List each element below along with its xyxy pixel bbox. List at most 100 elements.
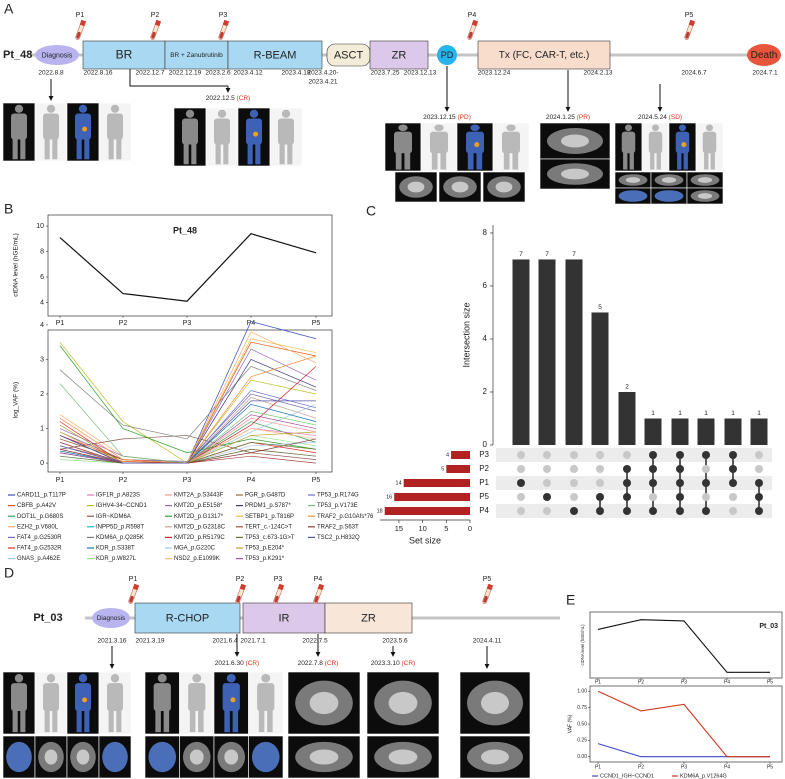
event-shape: [92, 608, 130, 628]
scan-leg: [44, 710, 50, 733]
y-tick-label: 1: [40, 425, 44, 432]
scan-leg: [198, 710, 204, 733]
scan-body: [153, 683, 171, 712]
chart-title: Pt_03: [759, 623, 778, 630]
scan-leg: [183, 143, 189, 165]
bar-value-label: 7: [545, 251, 549, 258]
y-tick-label: 6: [483, 281, 488, 290]
scan-body: [43, 113, 59, 140]
legend-label: EZH2_p.V680L: [17, 524, 59, 530]
event-shape: [227, 40, 323, 70]
matrix-dot: [649, 465, 657, 473]
bar: [671, 418, 689, 445]
scan-body: [648, 131, 663, 154]
matrix-dot: [517, 507, 525, 515]
legend-label: KMT2A_p.S3443F: [174, 493, 224, 499]
tube-cap: [486, 583, 494, 591]
legend-label: TSC2_p.H832Q: [317, 535, 360, 541]
scan-leg: [404, 152, 411, 170]
scan-head: [46, 673, 56, 683]
scan-body: [148, 741, 177, 773]
patient-label: Pt_48: [3, 49, 32, 61]
sample-label: P1: [129, 576, 138, 583]
data-line: [597, 743, 770, 758]
sample-tube: [150, 19, 162, 40]
sample-tube: [218, 19, 230, 40]
scan-organ: [697, 177, 713, 183]
tube-cap: [222, 19, 230, 27]
matrix-dot: [649, 507, 657, 515]
matrix-dot: [702, 479, 710, 487]
event-label: ZR: [392, 49, 407, 61]
matrix-dot: [517, 479, 525, 487]
scan-organ: [189, 749, 204, 765]
scan-organ: [309, 691, 339, 715]
sample-label: P2: [151, 12, 160, 19]
scan-leg: [395, 152, 402, 170]
scan-body: [222, 683, 240, 712]
scan-head: [192, 673, 202, 683]
scan-body: [394, 131, 412, 154]
legend-label: KMT2D_p.G2318C: [174, 524, 226, 530]
legend-label: PGR_p.G487D: [245, 493, 286, 499]
event-shape: [477, 40, 611, 70]
x-tick-label: 5: [444, 524, 448, 533]
matrix-dot: [596, 479, 604, 487]
response-date: 2022.7.8: [298, 660, 324, 667]
date-label: 2022.7.5: [302, 638, 328, 645]
scan-body: [430, 131, 448, 154]
bar: [618, 391, 636, 445]
bar: [538, 259, 556, 445]
scan-head: [624, 124, 633, 132]
date-label: 2021.3.16: [98, 638, 127, 645]
scan-organ: [44, 749, 58, 765]
sample-tube: [684, 19, 696, 40]
scan-leg: [476, 152, 483, 170]
event-shape: [369, 40, 429, 70]
scan-head: [249, 109, 259, 118]
scan-leg: [76, 138, 82, 160]
scan-leg: [12, 138, 18, 160]
legend-label: CCND1_IGH~CCND1: [600, 773, 654, 779]
y-tick-label: 0.50: [577, 721, 587, 727]
plot-frame: [589, 611, 783, 679]
scan-leg: [84, 138, 90, 160]
x-tick-label: P4: [724, 679, 730, 685]
x-tick-label: P1: [56, 320, 65, 327]
response-date: 2023.12.15: [423, 114, 456, 121]
scan-leg: [84, 710, 90, 733]
set-bar: [403, 479, 470, 487]
x-tick-label: P1: [56, 477, 65, 484]
x-tick-label: 10: [418, 524, 426, 533]
tube-blood: [219, 31, 224, 39]
y-axis-title: ctDNA level (hGE/mL): [580, 624, 585, 666]
y-tick-label: 10: [36, 223, 44, 230]
sample-label: P5: [685, 12, 694, 19]
scan-head: [651, 124, 660, 132]
scan-body: [618, 190, 648, 202]
set-size-label: 16: [386, 494, 392, 500]
sample-label: P3: [274, 576, 283, 583]
scan-leg: [255, 143, 261, 165]
matrix-dot: [543, 465, 551, 473]
legend-label: TP53_p.E204*: [245, 546, 285, 552]
scan-uptake: [253, 131, 259, 137]
response-label: 2022.7.8 (CR): [298, 660, 339, 667]
scan-leg: [20, 710, 26, 733]
matrix-dot: [543, 493, 551, 501]
event-label: IR: [279, 612, 290, 624]
date-label: 2023.2.6: [205, 70, 231, 77]
legend-label: SETBP1_p.T816P: [245, 514, 294, 520]
y-tick-label: 2: [40, 391, 44, 398]
date-label: 2023.4.20-: [307, 70, 338, 77]
scan-organ: [388, 691, 418, 715]
bar-value-label: 7: [572, 251, 576, 258]
scan-body: [107, 113, 123, 140]
matrix-dot: [755, 465, 763, 473]
legend-label: TRAF2_p.S63T: [317, 524, 359, 530]
x-tick-label: P3: [681, 679, 687, 685]
tube-cap: [688, 19, 696, 27]
sample-tube: [467, 19, 479, 40]
scan-head: [185, 109, 195, 118]
scan-uptake: [82, 126, 88, 132]
